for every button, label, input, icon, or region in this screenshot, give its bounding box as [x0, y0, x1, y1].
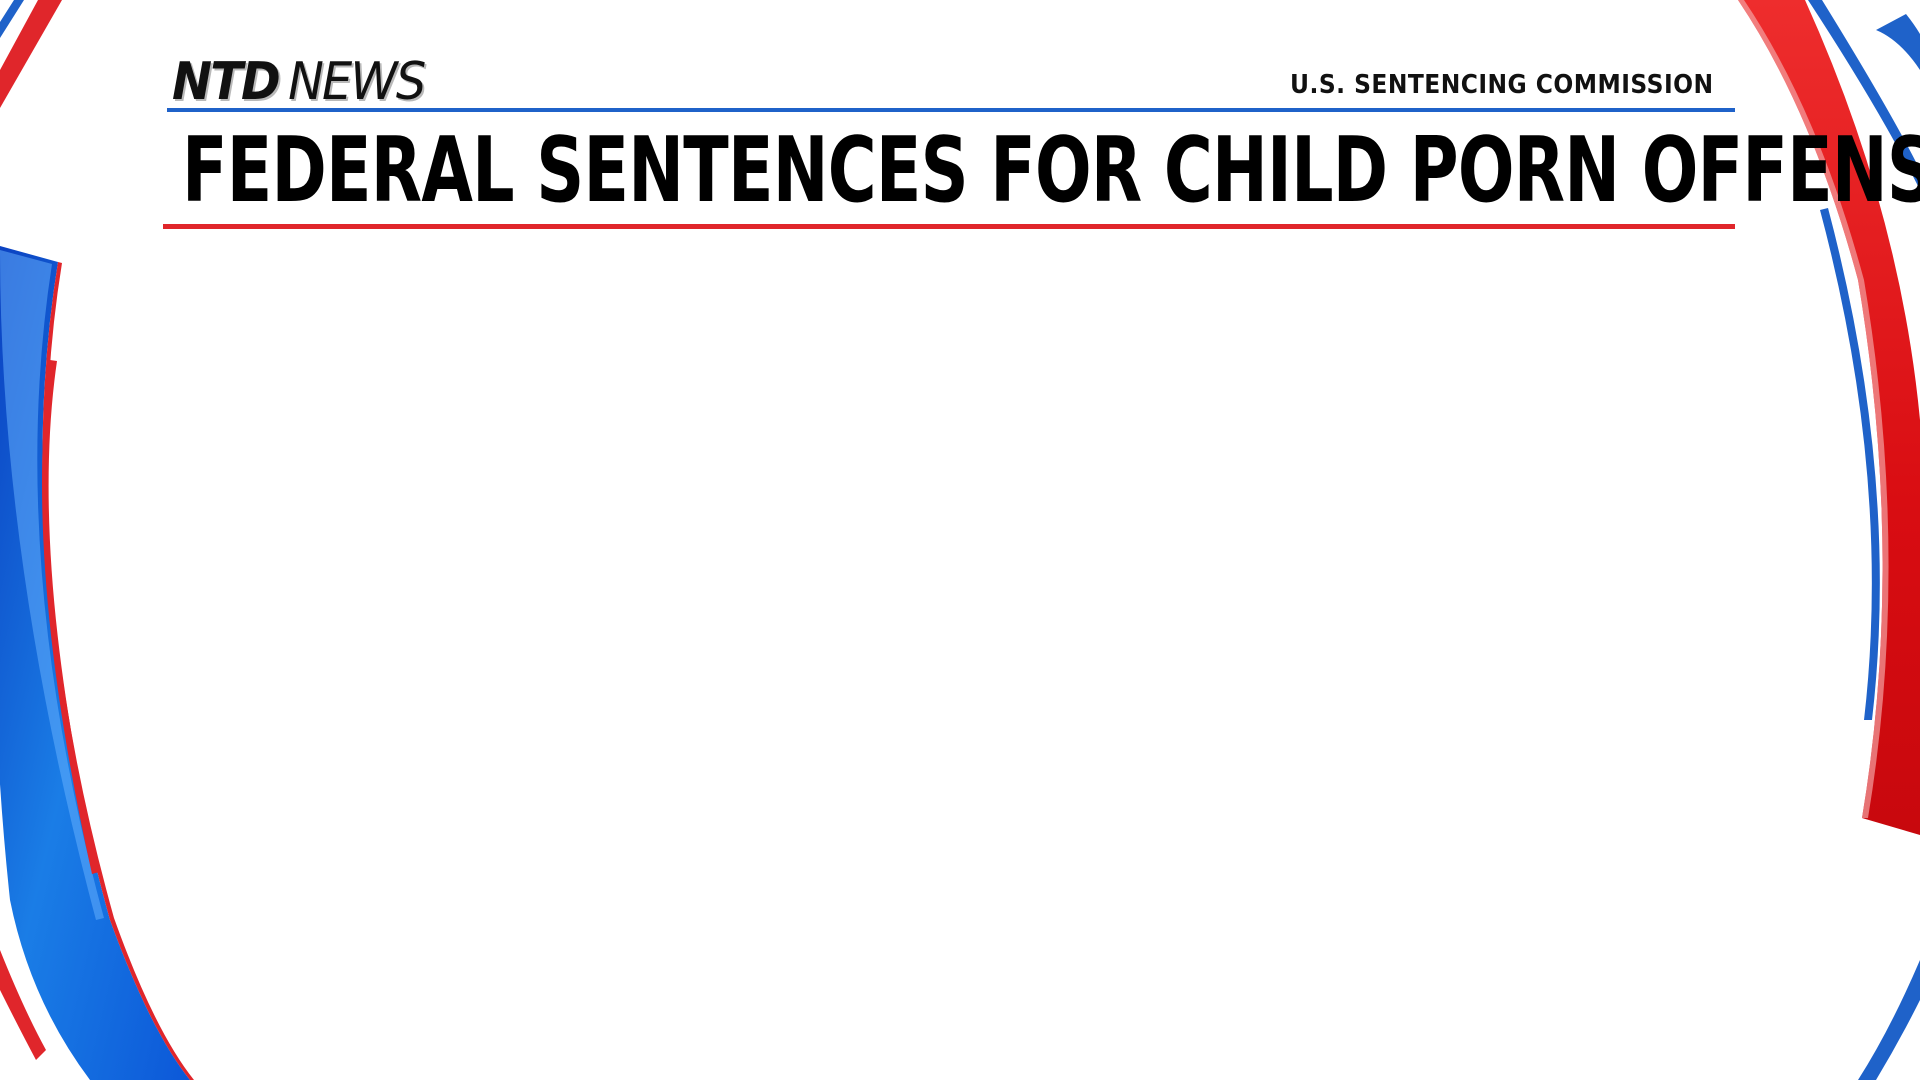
right-corner-blue-arc — [1876, 14, 1920, 70]
right-thin-blue-arc — [1820, 208, 1880, 720]
logo-news-text: NEWS — [288, 52, 426, 112]
ntd-news-logo: NTD NEWS — [172, 52, 426, 112]
red-divider — [163, 224, 1735, 229]
right-bottom-blue-arc — [1858, 960, 1920, 1080]
source-label: U.S. SENTENCING COMMISSION — [1289, 70, 1713, 100]
left-blue-arc-highlight — [0, 250, 104, 920]
left-top-blue-arc — [0, 0, 24, 38]
right-big-red-arc — [1738, 0, 1920, 835]
blue-divider — [167, 108, 1735, 112]
right-big-red-arc-edge — [1738, 0, 1889, 818]
headline: FEDERAL SENTENCES FOR CHILD PORN OFFENSE… — [182, 118, 1920, 223]
left-thin-red-arc — [42, 360, 99, 874]
left-bottom-red-arc — [0, 950, 46, 1060]
logo-ntd-text: NTD — [172, 52, 281, 112]
left-blue-arc — [0, 246, 190, 1080]
left-top-red-arc — [0, 0, 62, 108]
